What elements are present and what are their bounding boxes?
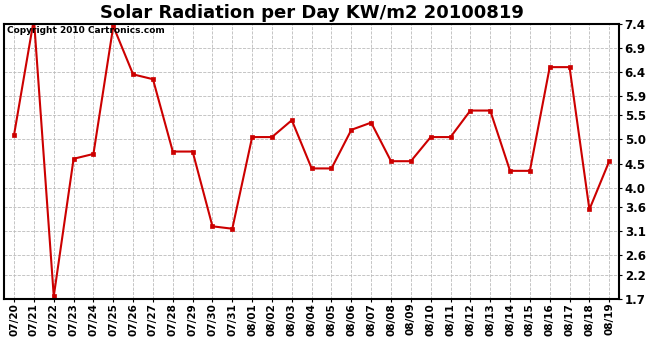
- Title: Solar Radiation per Day KW/m2 20100819: Solar Radiation per Day KW/m2 20100819: [99, 4, 524, 22]
- Text: Copyright 2010 Cartronics.com: Copyright 2010 Cartronics.com: [7, 27, 165, 35]
